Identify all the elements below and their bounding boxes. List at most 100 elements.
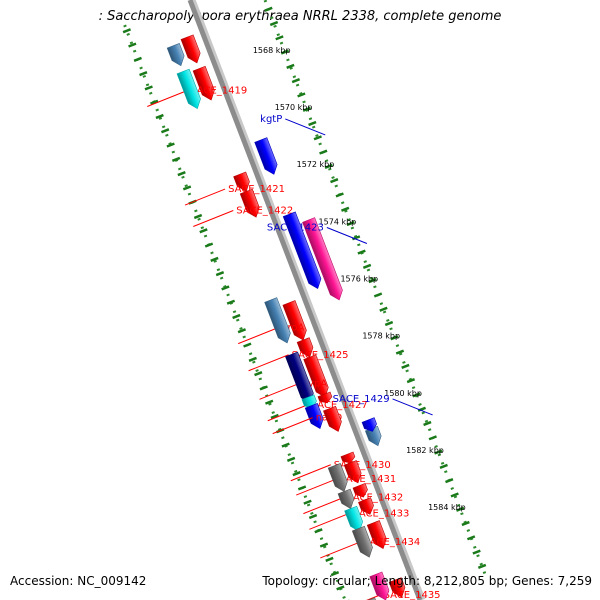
- gene-arrow: [302, 217, 343, 301]
- scale-tick: [477, 563, 487, 569]
- gene-arrow: [351, 525, 373, 558]
- gene-label: SACE_1429: [333, 394, 390, 405]
- scale-tick: [379, 306, 388, 312]
- scale-tick: [275, 35, 284, 41]
- gene-sace_1427: [317, 391, 333, 404]
- gene-proa: [282, 300, 307, 341]
- gene-leader-line: [238, 327, 279, 345]
- scale-tick: [303, 499, 312, 505]
- gene-feature: [282, 211, 322, 290]
- gene-feature: [264, 297, 291, 344]
- scale-tick-label: 1572 kbp: [297, 160, 335, 169]
- scale-tick: [401, 363, 410, 369]
- gene-label: SACE_1432: [346, 493, 403, 504]
- gene-leader-line: [320, 541, 361, 559]
- gene-arrow: [358, 497, 374, 515]
- scale-tick: [139, 71, 148, 77]
- scale-tick: [351, 235, 361, 241]
- scale-tick: [291, 78, 301, 84]
- scale-tick: [281, 442, 290, 448]
- gene-feature: [337, 488, 355, 510]
- scale-tick: [171, 156, 181, 162]
- scale-rail-left: [263, 0, 487, 576]
- scale-tick: [330, 571, 340, 577]
- scale-tick: [286, 63, 295, 69]
- scale-tick: [182, 185, 192, 191]
- gene-arrow: [337, 488, 355, 510]
- scale-tick: [232, 313, 241, 320]
- scale-tick: [177, 171, 186, 177]
- gene-leader-line: [184, 188, 226, 206]
- scale-tick: [128, 42, 137, 48]
- gene-label: SACE_1419: [190, 85, 247, 96]
- scale-tick-label: 1582 kbp: [406, 446, 444, 455]
- scale-tick: [237, 328, 247, 334]
- gene-sace_1429: [364, 425, 382, 447]
- scale-tick: [270, 413, 279, 420]
- scale-tick: [313, 135, 322, 141]
- scale-tick: [302, 106, 312, 112]
- gene-arrow: [239, 188, 260, 218]
- gene-label: SACE_1421: [228, 184, 285, 195]
- scale-tick: [297, 485, 307, 491]
- scale-tick: [417, 406, 427, 412]
- gene-kgtp: [254, 137, 278, 175]
- gene-leader-line: [267, 404, 308, 422]
- scale-tick: [390, 335, 399, 341]
- gene-arrow: [361, 417, 377, 432]
- scale-tick: [254, 371, 263, 377]
- gene-leader-line: [259, 382, 300, 400]
- gene-nadd: [304, 403, 324, 430]
- gene-arrow: [352, 483, 368, 498]
- scale-tick: [330, 178, 339, 184]
- scale-tick: [335, 192, 344, 198]
- scale-tick: [319, 149, 328, 155]
- scale-tick: [384, 320, 394, 327]
- gene-sace_1430: [340, 451, 356, 464]
- gene-label: SACE_1422: [236, 205, 293, 216]
- gene-sace_1423: [302, 217, 343, 301]
- scale-tick: [269, 20, 279, 27]
- scale-tick: [292, 471, 301, 477]
- scale-tick-label: 1584 kbp: [428, 503, 466, 512]
- scale-tick: [215, 271, 225, 277]
- scale-tick: [133, 56, 142, 62]
- scale-tick: [308, 120, 317, 127]
- gene-arrow: [323, 405, 342, 432]
- gene-leader-line: [272, 417, 313, 435]
- gene-leader-line: [303, 497, 344, 515]
- gene-feature: [176, 68, 201, 110]
- accession-label: Accession: NC_009142: [10, 574, 147, 588]
- gene-sace_1435: [388, 577, 406, 598]
- gene-sace_1433: [358, 497, 374, 515]
- gene-leader-line: [366, 594, 381, 600]
- gene-sace_1432: [352, 483, 368, 498]
- scale-tick: [466, 535, 476, 541]
- scale-tick: [265, 399, 274, 405]
- gene-label: proA: [281, 323, 304, 334]
- gene-label: SACE_1425: [292, 350, 349, 361]
- scale-tick: [373, 292, 383, 298]
- gene-arrow: [303, 354, 329, 398]
- gene-sace_1419: [192, 65, 215, 101]
- scale-tick: [150, 99, 159, 105]
- gene-cypa: [303, 354, 329, 398]
- gene-sace_1421: [233, 171, 250, 192]
- scale-tick: [210, 256, 219, 262]
- scale-tick: [472, 549, 481, 555]
- scale-tick: [221, 285, 230, 291]
- gene-arrow: [327, 463, 348, 492]
- scale-tick: [160, 128, 170, 134]
- scale-tick: [122, 28, 132, 34]
- scale-tick: [286, 456, 296, 462]
- scale-tick: [259, 385, 268, 391]
- gene-leader-line: [296, 478, 337, 496]
- gene-label: SACE_1430: [334, 460, 391, 471]
- gene-arrow: [304, 403, 324, 430]
- scale-tick: [308, 513, 318, 520]
- gene-arrow: [166, 43, 185, 67]
- backbone: [187, 0, 423, 600]
- gene-leader-line: [290, 464, 331, 482]
- scale-tick: [297, 92, 306, 98]
- gene-feature: [369, 571, 390, 600]
